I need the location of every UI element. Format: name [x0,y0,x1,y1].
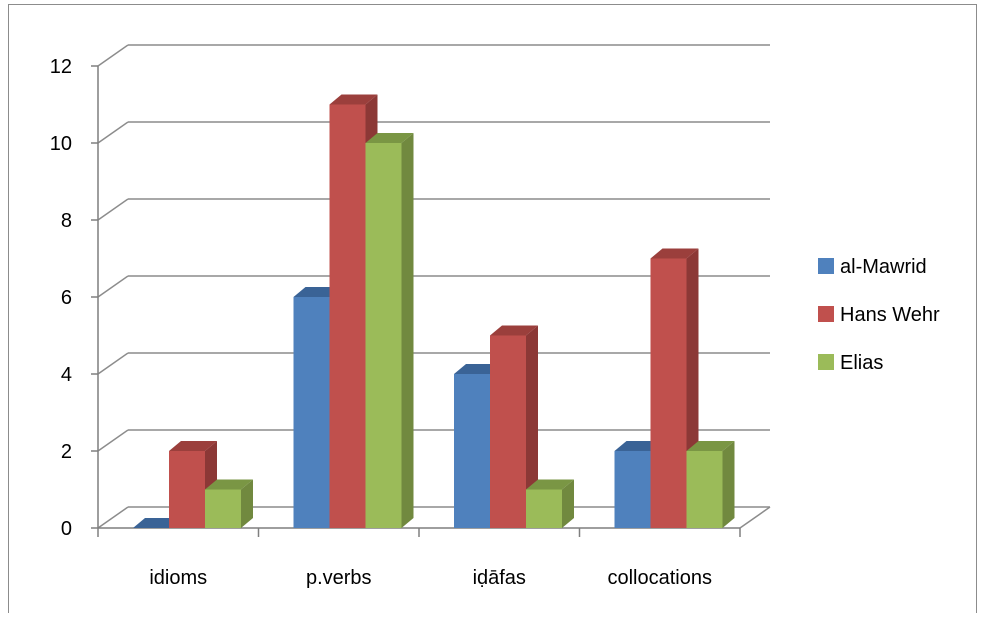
bars-layer [133,94,735,528]
bar-top [490,325,538,336]
bar-hans-wehr-3 [490,325,538,528]
bar-front [329,104,366,528]
y-tick-label: 4 [61,364,72,386]
category-label: p.verbs [306,567,372,589]
bar-front [293,297,330,528]
bar-front [614,451,651,528]
y-tick-label: 2 [61,441,72,463]
legend-label: al-Mawrid [840,256,927,278]
legend-swatch [818,354,834,370]
category-label: iḍāfas [473,567,526,589]
bar-top [169,441,217,451]
legend-label: Elias [840,352,883,374]
legend-label: Hans Wehr [840,304,940,326]
bar-side [241,479,253,528]
bar-front [365,143,402,528]
bar-elias-4 [686,441,735,528]
gridline-side [97,275,129,298]
y-tick-label: 10 [50,133,72,155]
gridline-side [97,198,129,221]
bar-side [722,441,735,528]
gridline-side [97,121,129,144]
gridline-side [97,506,129,529]
bar-front [205,489,241,528]
bar-front [686,451,723,528]
bar-front [169,451,205,528]
bar-front [650,258,687,528]
bar-top [686,441,735,451]
legend: al-Mawrid Hans Wehr Elias [818,256,940,374]
y-tick-label: 0 [61,518,72,540]
bar-side [401,133,414,528]
bar-top [365,133,414,143]
bar-top [650,248,699,259]
y-tick-label: 6 [61,287,72,309]
gridline-side [97,429,129,452]
bar-side [562,479,574,528]
chart-frame [8,4,977,613]
bar-front [490,335,526,528]
category-label: collocations [607,567,712,589]
category-labels: idioms p.verbs iḍāfas collocations [149,567,712,589]
category-label: idioms [149,567,207,589]
bar-hans-wehr-4 [650,248,699,528]
bar-side [526,325,538,528]
bar-top [205,479,253,490]
gridline-side [97,352,129,375]
gridline-side [97,44,129,67]
legend-swatch [818,258,834,274]
y-tick-label: 8 [61,210,72,232]
bar-front [454,374,490,528]
bar-elias-2 [365,133,414,528]
bar-elias-3 [526,479,574,528]
tick-labels: 0 2 4 6 8 10 12 [50,56,72,540]
y-tick-label: 12 [50,56,72,78]
bar-elias-1 [205,479,253,528]
floor-right-edge [739,506,771,529]
legend-swatch [818,306,834,322]
bar-top [526,479,574,490]
bar-top [329,94,378,105]
bar-front [526,489,562,528]
